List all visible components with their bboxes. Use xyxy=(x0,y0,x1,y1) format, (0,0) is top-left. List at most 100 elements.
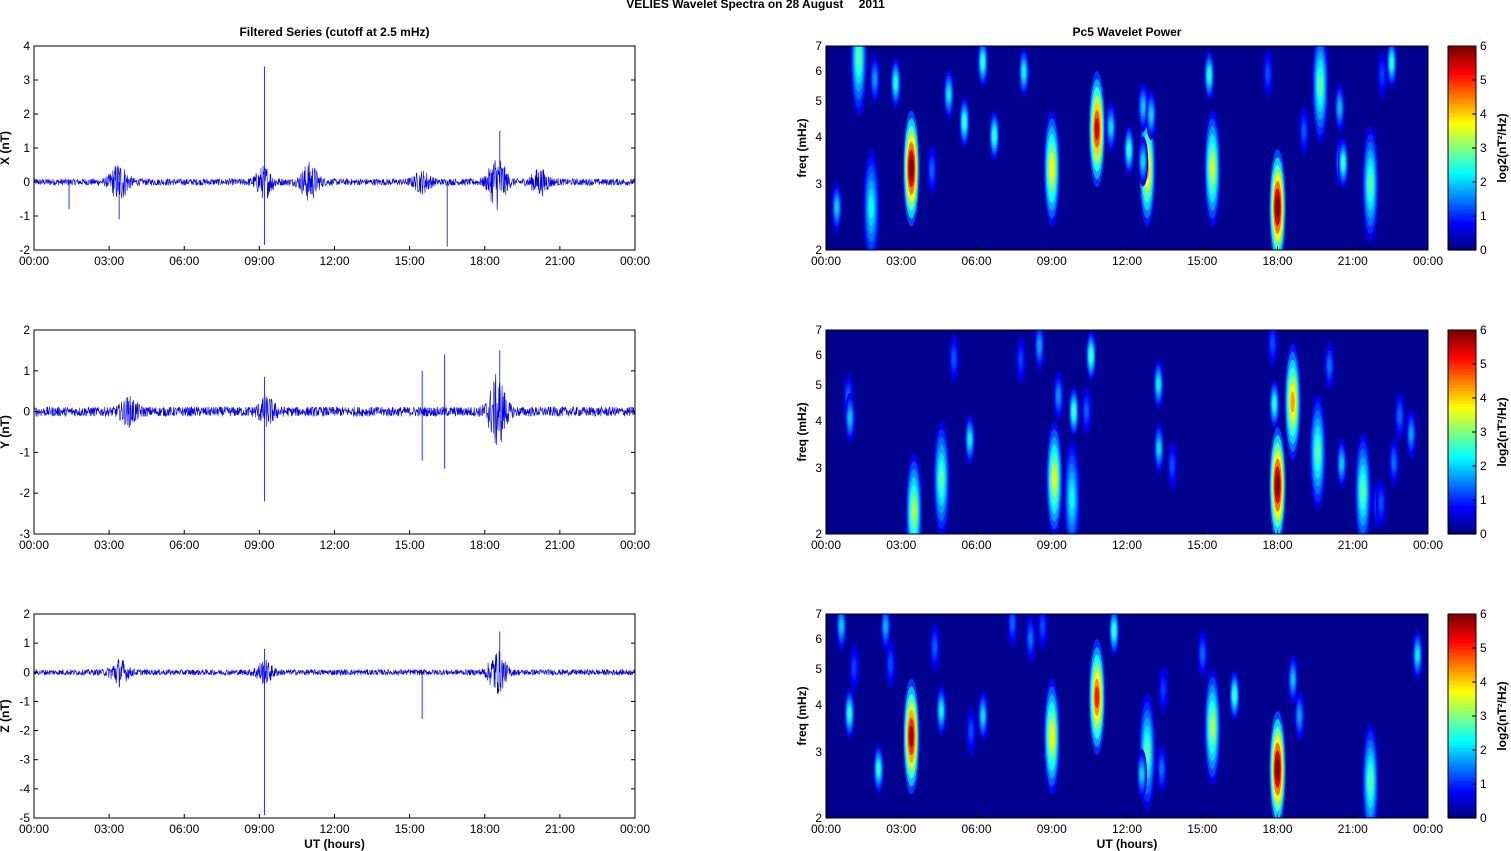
colorbar-swatch xyxy=(1448,349,1476,353)
power-blob xyxy=(852,661,856,674)
colorbar-swatch xyxy=(1448,170,1476,175)
colorbar-tick-label: 0 xyxy=(1480,811,1487,825)
colorbar-swatch xyxy=(1448,792,1476,797)
colorbar-swatch xyxy=(1448,365,1476,369)
colorbar-swatch xyxy=(1448,623,1476,628)
power-blob xyxy=(1415,648,1420,662)
power-blob xyxy=(1368,770,1373,793)
colorbar-swatch xyxy=(1448,463,1476,468)
colorbar-swatch xyxy=(1448,403,1476,408)
y-tick-label: -1 xyxy=(19,445,30,459)
colorbar-swatch xyxy=(1448,128,1476,133)
power-blob xyxy=(1056,389,1061,403)
colorbar-swatch xyxy=(1448,486,1476,490)
colorbar-swatch xyxy=(1448,521,1476,526)
plot-frame xyxy=(33,329,636,535)
power-blob xyxy=(1084,404,1089,417)
power-blob xyxy=(1140,767,1144,781)
y-tick-label: -2 xyxy=(19,724,30,738)
x-tick-label: 03:00 xyxy=(886,538,916,552)
x-tick-label: 09:00 xyxy=(1037,822,1067,836)
colorbar-swatch xyxy=(1448,61,1476,66)
power-blob xyxy=(1157,441,1161,455)
x-tick-label: 09:00 xyxy=(1037,254,1067,268)
colorbar-tick-label: 3 xyxy=(1480,425,1487,439)
power-blob xyxy=(1109,121,1113,134)
colorbar-swatch xyxy=(1448,49,1476,53)
power-blob xyxy=(888,657,893,671)
y-tick-label: 5 xyxy=(815,378,822,392)
power-blob xyxy=(1037,339,1042,352)
x-tick-label: 09:00 xyxy=(244,822,274,836)
colorbar-swatch xyxy=(1448,770,1476,774)
colorbar-swatch xyxy=(1448,703,1476,708)
x-tick-label: 00:00 xyxy=(620,822,650,836)
power-blob xyxy=(1291,673,1295,686)
colorbar-tick-label: 3 xyxy=(1480,709,1487,723)
colorbar-swatch xyxy=(1448,141,1476,146)
power-blob xyxy=(893,76,898,90)
colorbar-swatch xyxy=(1448,419,1476,424)
power-blob xyxy=(969,725,973,738)
colorbar-swatch xyxy=(1448,645,1476,650)
colorbar-swatch xyxy=(1448,805,1476,810)
colorbar-swatch xyxy=(1448,409,1476,414)
x-tick-label: 09:00 xyxy=(1037,538,1067,552)
x-tick-label: 12:00 xyxy=(319,538,349,552)
colorbar-swatch xyxy=(1448,470,1476,475)
colorbar-swatch xyxy=(1448,339,1476,344)
colorbar-swatch xyxy=(1448,84,1476,89)
power-blob xyxy=(1360,480,1365,503)
colorbar-swatch xyxy=(1448,358,1476,363)
y-tick-label: -2 xyxy=(19,243,30,257)
colorbar-swatch xyxy=(1448,690,1476,695)
x-tick-label: 12:00 xyxy=(319,254,349,268)
colorbar-swatch xyxy=(1448,138,1476,143)
power-blob xyxy=(1049,157,1054,180)
power-blob xyxy=(1302,124,1306,137)
colorbar-swatch xyxy=(1448,183,1476,187)
y-axis-label: freq (mHz) xyxy=(795,402,809,461)
colorbar-swatch xyxy=(1448,374,1476,379)
colorbar-swatch xyxy=(1448,773,1476,778)
x-tick-label: 06:00 xyxy=(961,538,991,552)
colorbar-swatch xyxy=(1448,345,1476,350)
colorbar-swatch xyxy=(1448,227,1476,232)
power-blob xyxy=(1159,763,1164,776)
x-tick-label: 06:00 xyxy=(961,254,991,268)
colorbar-swatch xyxy=(1448,802,1476,806)
colorbar-swatch xyxy=(1448,779,1476,784)
colorbar-swatch xyxy=(1448,492,1476,497)
y-tick-label: -1 xyxy=(19,694,30,708)
colorbar-swatch xyxy=(1448,511,1476,516)
colorbar-swatch xyxy=(1448,665,1476,669)
colorbar-swatch xyxy=(1448,381,1476,385)
x-tick-label: 12:00 xyxy=(1112,254,1142,268)
colorbar-tick-label: 4 xyxy=(1480,675,1487,689)
power-blob xyxy=(1339,457,1344,470)
colorbar-swatch xyxy=(1448,728,1476,733)
colorbar-swatch xyxy=(1448,202,1476,206)
x-tick-label: 21:00 xyxy=(545,538,575,552)
y-tick-label: 0 xyxy=(23,405,30,419)
colorbar-swatch xyxy=(1448,432,1476,436)
colorbar-swatch xyxy=(1448,179,1476,184)
colorbar-swatch xyxy=(1448,655,1476,660)
colorbar-tick-label: 2 xyxy=(1480,459,1487,473)
x-tick-label: 18:00 xyxy=(1262,254,1292,268)
colorbar-tick-label: 6 xyxy=(1480,323,1487,337)
power-blob xyxy=(932,640,937,654)
colorbar-label: log2(nT²/Hz) xyxy=(1495,113,1509,182)
y-tick-label: 2 xyxy=(23,107,30,121)
colorbar-swatch xyxy=(1448,406,1476,411)
colorbar-swatch xyxy=(1448,722,1476,727)
power-blob xyxy=(1380,68,1384,81)
power-blob xyxy=(839,619,844,632)
power-blob xyxy=(1315,441,1320,464)
colorbar-swatch xyxy=(1448,151,1476,155)
y-tick-label: 6 xyxy=(815,632,822,646)
colorbar-swatch xyxy=(1448,384,1476,388)
colorbar-tick-label: 1 xyxy=(1480,777,1487,791)
colorbar-swatch xyxy=(1448,795,1476,800)
